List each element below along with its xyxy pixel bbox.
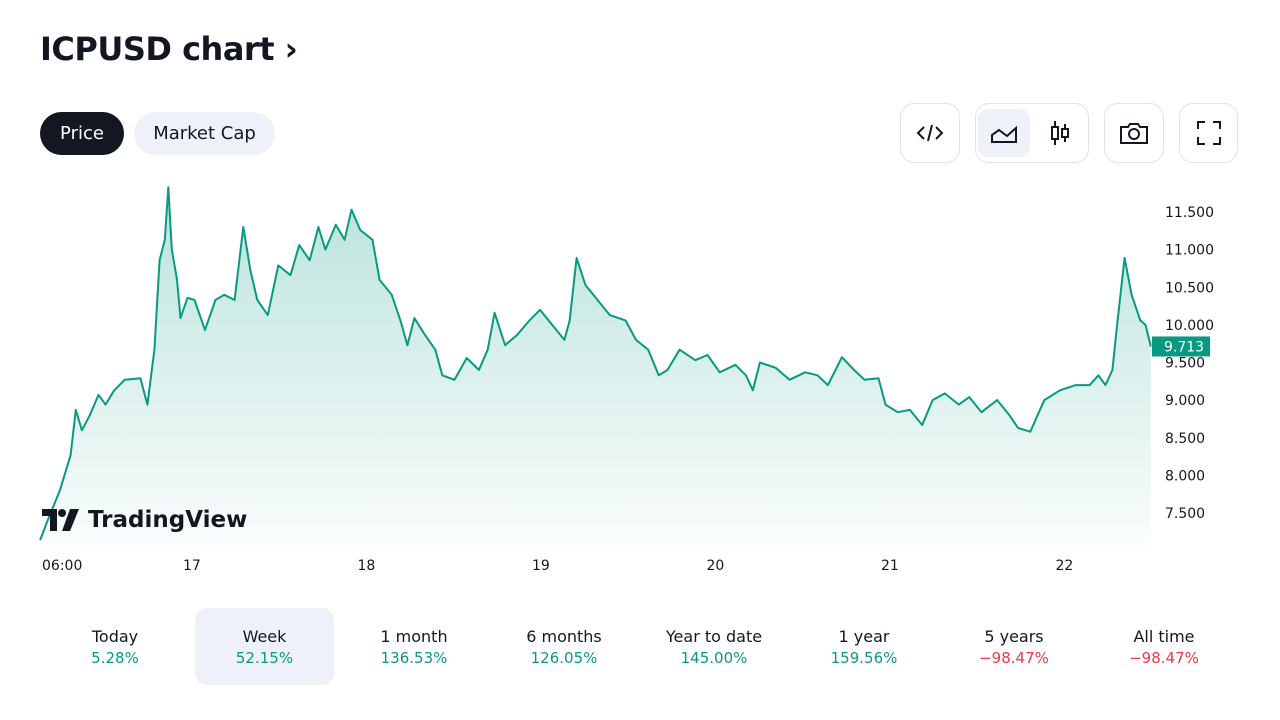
period-change: −98.47%: [979, 648, 1049, 667]
period-5-years[interactable]: 5 years −98.47%: [939, 608, 1089, 685]
y-tick-label: 11.000: [1165, 243, 1214, 259]
price-line: [39, 186, 1152, 541]
x-tick-label: 21: [881, 558, 899, 574]
embed-button[interactable]: [900, 103, 960, 163]
camera-icon: [1120, 123, 1148, 144]
fullscreen-button[interactable]: [1179, 103, 1238, 163]
period-change: 52.15%: [235, 648, 294, 667]
period-change: −98.47%: [1129, 648, 1199, 667]
period-change: 145.00%: [680, 648, 748, 667]
period-label: Year to date: [665, 626, 763, 646]
period-all-time[interactable]: All time −98.47%: [1089, 608, 1239, 685]
price-chart[interactable]: 7.500 8.000 8.500 9.000 9.500 10.000 10.500 11.…: [0, 170, 1280, 590]
period-label: 5 years: [984, 626, 1044, 646]
period-6-months[interactable]: 6 months 126.05%: [489, 608, 639, 685]
tradingview-logo-icon: [42, 509, 79, 531]
period-change: 159.56%: [830, 648, 898, 667]
page-title[interactable]: ICPUSD chart ›: [40, 30, 298, 68]
tab-price[interactable]: Price: [40, 112, 124, 155]
period-label: 1 year: [838, 626, 890, 646]
area-fill: [40, 187, 1151, 545]
x-tick-label: 20: [707, 558, 725, 574]
period-year-to-date[interactable]: Year to date 145.00%: [639, 608, 789, 685]
embed-code-icon: [916, 124, 944, 142]
snapshot-button[interactable]: [1104, 103, 1164, 163]
x-tick-label: 17: [183, 558, 201, 574]
period-change: 126.05%: [530, 648, 598, 667]
area-chart-icon: [991, 125, 1017, 143]
chevron-right-icon: ›: [284, 30, 298, 68]
period-1-year[interactable]: 1 year 159.56%: [789, 608, 939, 685]
y-tick-label: 8.500: [1165, 431, 1205, 447]
period-today[interactable]: Today 5.28%: [40, 608, 190, 685]
period-week[interactable]: Week 52.15%: [195, 608, 334, 685]
tradingview-logo: TradingView: [42, 507, 247, 533]
fullscreen-icon: [1196, 121, 1221, 145]
last-price-label: 9.713: [1164, 339, 1204, 355]
chart-type-group: [975, 103, 1089, 163]
y-tick-label: 10.000: [1165, 318, 1214, 334]
x-tick-label: 19: [532, 558, 550, 574]
last-price-badge: [1152, 336, 1210, 357]
period-label: 6 months: [526, 626, 602, 646]
candles-icon: [1051, 121, 1069, 145]
tab-market-cap[interactable]: Market Cap: [134, 112, 275, 155]
period-label: 1 month: [380, 626, 448, 646]
y-tick-label: 9.000: [1165, 393, 1205, 409]
y-tick-label: 7.500: [1165, 506, 1205, 522]
period-change: 136.53%: [380, 648, 448, 667]
period-1-month[interactable]: 1 month 136.53%: [339, 608, 489, 685]
period-label: Today: [91, 626, 139, 646]
y-tick-label: 10.500: [1165, 280, 1214, 296]
area-chart-button[interactable]: [978, 109, 1030, 157]
y-tick-label: 11.500: [1165, 205, 1214, 221]
period-label: All time: [1133, 626, 1195, 646]
x-tick-label: 06:00: [42, 558, 82, 574]
x-tick-label: 18: [358, 558, 376, 574]
y-tick-label: 8.000: [1165, 468, 1205, 484]
x-tick-label: 22: [1056, 558, 1074, 574]
period-change: 5.28%: [91, 648, 139, 667]
period-label: Week: [242, 626, 287, 646]
y-tick-label: 9.500: [1165, 356, 1205, 372]
candles-button[interactable]: [1034, 109, 1086, 157]
period-selector: Today 5.28% Week 52.15% 1 month 136.53% 6 mont…: [40, 608, 1240, 685]
